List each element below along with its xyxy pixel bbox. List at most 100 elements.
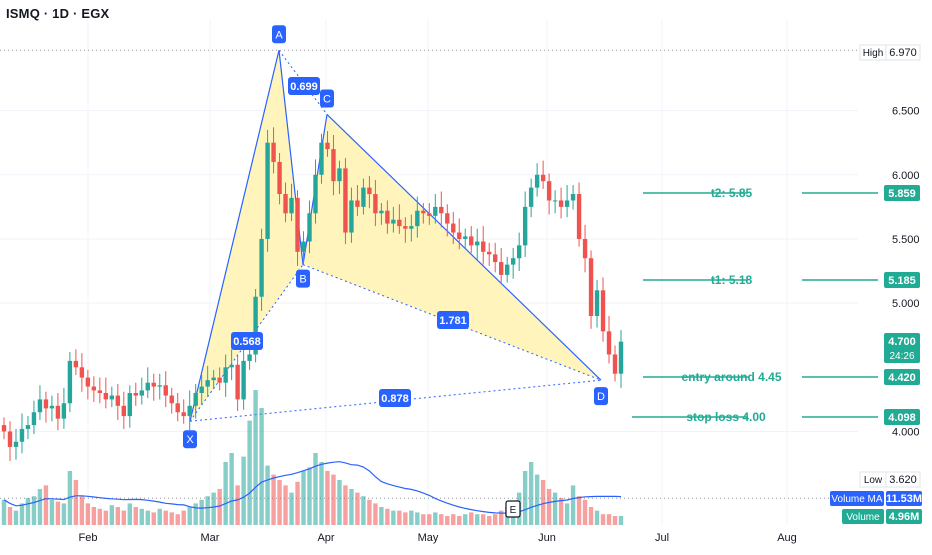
candle-body	[618, 341, 624, 374]
volume-bar	[289, 492, 294, 525]
candle-body	[307, 213, 312, 242]
point-b-label: B	[299, 274, 306, 286]
volume-bar	[157, 508, 162, 525]
candle-body	[1, 425, 7, 432]
point-d-label: D	[597, 391, 605, 403]
candle-body	[367, 187, 372, 195]
volume-bar	[205, 496, 210, 525]
candle-body	[187, 405, 192, 417]
candle-body	[193, 392, 198, 406]
volume-bar	[582, 499, 588, 525]
volume-bar	[457, 516, 462, 525]
price-tick-label: 6.500	[892, 106, 920, 118]
candle-body	[211, 377, 216, 381]
volume-ma-label-box	[830, 491, 884, 506]
ratio-xad-label: 0.878	[381, 393, 409, 405]
candle-body	[546, 181, 552, 201]
candle-body	[481, 241, 486, 252]
candle-body	[457, 232, 462, 239]
candle-body	[313, 174, 318, 214]
volume-value: 4.96M	[889, 511, 920, 523]
volume-bar	[199, 499, 204, 525]
ratio-abc-label: 0.699	[290, 81, 318, 93]
time-tick-label: Jun	[538, 532, 556, 544]
ratio-bcd-label-badge	[437, 311, 469, 329]
point-d-label-badge	[594, 387, 608, 406]
candle-body	[510, 258, 516, 265]
time-tick-label: May	[418, 532, 439, 544]
point-b-label-badge	[296, 269, 310, 288]
volume-bar	[528, 462, 534, 525]
volume-bar	[564, 503, 570, 525]
candle-body	[409, 226, 414, 229]
candle-body	[558, 200, 564, 207]
volume-bar	[37, 489, 43, 525]
candle-body	[349, 200, 354, 233]
volume-bar	[271, 474, 276, 525]
candle-body	[43, 399, 49, 409]
candle-body	[343, 168, 348, 233]
volume-bar	[295, 481, 300, 525]
volume-bar	[229, 453, 234, 525]
volume-bar	[576, 496, 582, 525]
candle-body	[391, 219, 396, 224]
volume-bar	[570, 485, 576, 525]
time-tick-label: Mar	[201, 532, 220, 544]
candle-body	[199, 386, 204, 393]
volume-bar	[79, 496, 85, 525]
grid-layer	[0, 20, 858, 525]
level-price-badge	[884, 409, 920, 425]
volume-bar	[534, 474, 540, 525]
volume-bar	[331, 474, 336, 525]
ratio-xab-label-badge	[231, 332, 263, 350]
candle-body	[385, 210, 390, 224]
volume-bar	[606, 514, 612, 525]
candle-body	[241, 360, 246, 400]
level-price-value: 5.859	[888, 188, 916, 200]
volume-value-box	[886, 509, 922, 524]
price-tick-label: 6.000	[892, 170, 920, 182]
candle-body	[469, 236, 474, 246]
bar-countdown: 24:26	[889, 351, 914, 362]
level-label: t1: 5.18	[711, 273, 753, 287]
candle-body	[504, 264, 510, 275]
volume-bar	[415, 512, 420, 525]
volume-bar	[145, 510, 150, 525]
volume-ma-value-box	[886, 491, 922, 506]
candle-body	[576, 194, 582, 239]
event-badge-box	[505, 500, 521, 518]
time-tick-label: Aug	[777, 532, 797, 544]
point-a-label: A	[275, 29, 283, 41]
candle-body	[361, 187, 366, 207]
candle-body	[49, 405, 55, 409]
volume-bar	[121, 510, 127, 525]
ratio-xab-label: 0.568	[233, 336, 261, 348]
candle-body	[594, 290, 600, 316]
candle-body	[91, 386, 97, 391]
volume-bar	[163, 510, 168, 525]
candle-body	[433, 206, 438, 216]
candle-body	[133, 392, 138, 396]
candle-body	[475, 241, 480, 246]
volume-bar	[552, 492, 558, 525]
volume-bar	[373, 503, 378, 525]
volume-bar	[379, 507, 384, 525]
volume-bar	[540, 480, 546, 525]
pattern-diag-bd	[302, 264, 602, 381]
point-c-label-badge	[320, 89, 334, 108]
candle-body	[163, 385, 168, 396]
candle-body	[223, 367, 228, 383]
volume-bar	[241, 456, 246, 525]
low-value-box	[885, 471, 921, 488]
candle-body	[552, 200, 558, 202]
candle-body	[516, 245, 522, 259]
symbol-title: ISMQ · 1D · EGX	[6, 6, 110, 21]
candle-body	[169, 395, 174, 404]
ratio-xad-label-badge	[379, 389, 411, 407]
volume-bar	[409, 510, 414, 525]
ratio-bcd-label: 1.781	[439, 315, 467, 327]
low-label: Low	[864, 475, 883, 486]
point-x-label-badge	[183, 430, 197, 449]
volume-bar	[343, 485, 348, 525]
